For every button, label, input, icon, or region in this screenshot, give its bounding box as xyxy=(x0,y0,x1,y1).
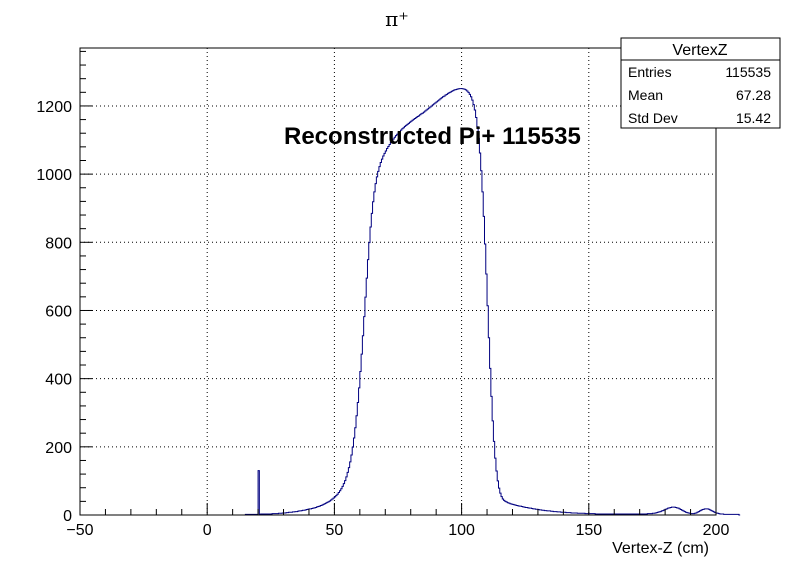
y-tick-label: 200 xyxy=(45,440,72,457)
plot-area xyxy=(80,48,716,515)
stats-box: VertexZ Entries 115535 Mean 67.28 Std De… xyxy=(620,37,781,129)
stats-mean-value: 67.28 xyxy=(736,87,771,103)
y-tick-label: 1200 xyxy=(36,99,72,116)
x-tick-label: 0 xyxy=(203,522,212,539)
stats-stddev-label: Std Dev xyxy=(628,110,678,126)
y-tick-label: 800 xyxy=(45,235,72,252)
stats-box-title: VertexZ xyxy=(672,42,727,59)
stats-mean-label: Mean xyxy=(628,87,663,103)
y-tick-label: 1000 xyxy=(36,167,72,184)
stats-box-frame xyxy=(620,37,781,129)
x-tick-label: −50 xyxy=(66,522,93,539)
x-tick-label: 100 xyxy=(448,522,475,539)
y-tick-label: 400 xyxy=(45,372,72,389)
y-tick-label: 600 xyxy=(45,303,72,320)
x-axis-title: Vertex-Z (cm) xyxy=(612,540,709,557)
x-tick-label: 150 xyxy=(575,522,602,539)
stats-stddev-value: 15.42 xyxy=(736,110,771,126)
y-tick-label: 0 xyxy=(63,508,72,525)
x-tick-label: 200 xyxy=(703,522,730,539)
histogram-series xyxy=(105,88,741,516)
plot-frame xyxy=(79,47,717,516)
x-tick-label: 50 xyxy=(326,522,344,539)
stats-entries-value: 115535 xyxy=(725,64,771,80)
stats-entries-label: Entries xyxy=(628,64,672,80)
chart-title: π⁺ xyxy=(385,7,409,31)
annotation-text: Reconstructed Pi+ 115535 xyxy=(284,123,581,150)
histogram-outline xyxy=(105,88,741,516)
